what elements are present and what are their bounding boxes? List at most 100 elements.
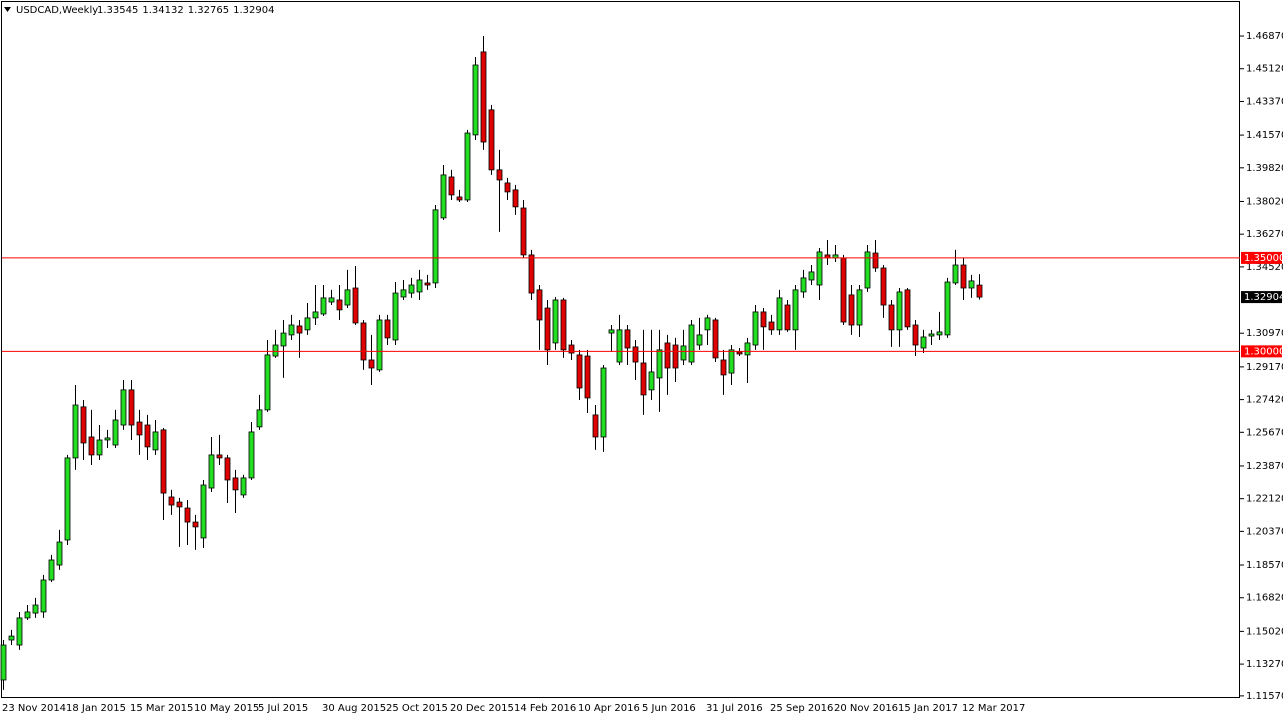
candle-body-down bbox=[424, 282, 431, 286]
candle-body-down bbox=[736, 351, 743, 355]
candle-body-up bbox=[936, 331, 943, 336]
candle-body-up bbox=[928, 333, 935, 337]
candle-body-down bbox=[184, 507, 191, 523]
candle-body-down bbox=[160, 429, 167, 494]
level-label: 1.30000 bbox=[1244, 346, 1283, 357]
candle-body-up bbox=[280, 332, 287, 347]
candle-body-down bbox=[760, 311, 767, 328]
candle-body-up bbox=[248, 431, 255, 479]
candle-body-down bbox=[536, 289, 543, 321]
candle-body-up bbox=[816, 251, 823, 286]
y-tick-label: 1.20370 bbox=[1246, 526, 1283, 537]
y-tick-label: 1.27420 bbox=[1246, 395, 1283, 406]
level-label-box bbox=[1241, 251, 1282, 264]
x-tick-label: 15 Jan 2017 bbox=[898, 703, 958, 714]
candle-body-up bbox=[472, 64, 479, 136]
candle-body-up bbox=[752, 311, 759, 346]
candle-body-down bbox=[80, 406, 87, 444]
candle-body-down bbox=[504, 182, 511, 193]
candle-body-down bbox=[512, 189, 519, 208]
header-ohlc: 1.33545 1.34132 1.32765 1.32904 bbox=[97, 5, 274, 16]
candle-body-down bbox=[904, 289, 911, 328]
candle-body-up bbox=[864, 251, 871, 289]
candle-body-up bbox=[416, 279, 423, 293]
level-label: 1.35000 bbox=[1244, 253, 1283, 264]
candle-body-down bbox=[192, 521, 199, 528]
candle-body-down bbox=[976, 284, 983, 298]
header-low: 1.32765 bbox=[188, 5, 229, 16]
y-tick-label: 1.41570 bbox=[1246, 130, 1283, 141]
menu-arrow bbox=[4, 7, 11, 12]
y-tick-label: 1.43370 bbox=[1246, 96, 1283, 107]
candle-body-up bbox=[152, 431, 159, 451]
candle-body-down bbox=[568, 344, 575, 354]
x-tick-label: 30 Aug 2015 bbox=[322, 703, 386, 714]
candle-body-up bbox=[952, 264, 959, 284]
candle-body-up bbox=[8, 635, 15, 641]
candle-body-up bbox=[432, 209, 439, 284]
candle-body-down bbox=[448, 176, 455, 196]
candle-body-up bbox=[328, 297, 335, 303]
x-tick-label: 23 Nov 2014 bbox=[2, 703, 66, 714]
candle-body-up bbox=[440, 174, 447, 219]
candle-body-down bbox=[560, 299, 567, 351]
candle-body-down bbox=[592, 414, 599, 438]
y-tick-label: 1.25670 bbox=[1246, 427, 1283, 438]
candle-body-up bbox=[200, 484, 207, 539]
candle-body-down bbox=[912, 324, 919, 346]
candle-body-up bbox=[920, 336, 927, 349]
candle-body-down bbox=[848, 294, 855, 326]
candle-body-up bbox=[312, 311, 319, 319]
candle-body-up bbox=[776, 297, 783, 331]
y-tick-label: 1.34520 bbox=[1246, 262, 1283, 273]
candle-body-up bbox=[728, 349, 735, 374]
candle-body-down bbox=[784, 304, 791, 331]
x-tick-label: 10 Apr 2016 bbox=[578, 703, 640, 714]
y-tick-label: 1.13270 bbox=[1246, 659, 1283, 670]
x-tick-label: 25 Sep 2016 bbox=[770, 703, 833, 714]
y-tick-label: 1.38020 bbox=[1246, 196, 1283, 207]
candle-body-down bbox=[664, 342, 671, 369]
level-label-box bbox=[1241, 345, 1282, 358]
candle-body-up bbox=[408, 284, 415, 294]
candle-body-up bbox=[704, 317, 711, 331]
y-tick-label: 1.23870 bbox=[1246, 461, 1283, 472]
candle-body-down bbox=[168, 496, 175, 506]
candle-body-up bbox=[552, 299, 559, 344]
candle-body-up bbox=[96, 439, 103, 456]
candle-body-up bbox=[744, 342, 751, 356]
candle-body-up bbox=[240, 477, 247, 496]
candle-body-up bbox=[648, 371, 655, 391]
candle-body-up bbox=[944, 281, 951, 336]
y-tick-label: 1.46870 bbox=[1246, 31, 1283, 42]
y-tick-label: 1.36270 bbox=[1246, 229, 1283, 240]
header-open: 1.33545 bbox=[97, 5, 138, 16]
candle-body-down bbox=[840, 257, 847, 323]
candle-body-up bbox=[72, 404, 79, 459]
candle-body-down bbox=[224, 457, 231, 481]
candle-body-up bbox=[608, 329, 615, 334]
y-tick-label: 1.39820 bbox=[1246, 163, 1283, 174]
y-tick-label: 1.16820 bbox=[1246, 593, 1283, 604]
candle-body-up bbox=[40, 579, 47, 613]
candle-body-down bbox=[632, 346, 639, 363]
candle-body-down bbox=[640, 362, 647, 396]
candle-body-up bbox=[112, 419, 119, 446]
candle-body-up bbox=[696, 334, 703, 346]
candle-body-down bbox=[720, 359, 727, 376]
candle-body-up bbox=[968, 280, 975, 289]
y-tick-label: 1.11570 bbox=[1246, 691, 1283, 702]
candle-body-down bbox=[296, 325, 303, 334]
candle-body-down bbox=[336, 299, 343, 311]
candle-body-up bbox=[792, 289, 799, 331]
candle-body-down bbox=[216, 454, 223, 459]
candle-body-down bbox=[584, 355, 591, 399]
candle-body-up bbox=[272, 344, 279, 357]
candle-body-down bbox=[488, 109, 495, 171]
candle-body-up bbox=[680, 345, 687, 361]
candle-body-down bbox=[232, 477, 239, 491]
candle-body-up bbox=[24, 611, 31, 619]
candle-body-up bbox=[800, 277, 807, 293]
